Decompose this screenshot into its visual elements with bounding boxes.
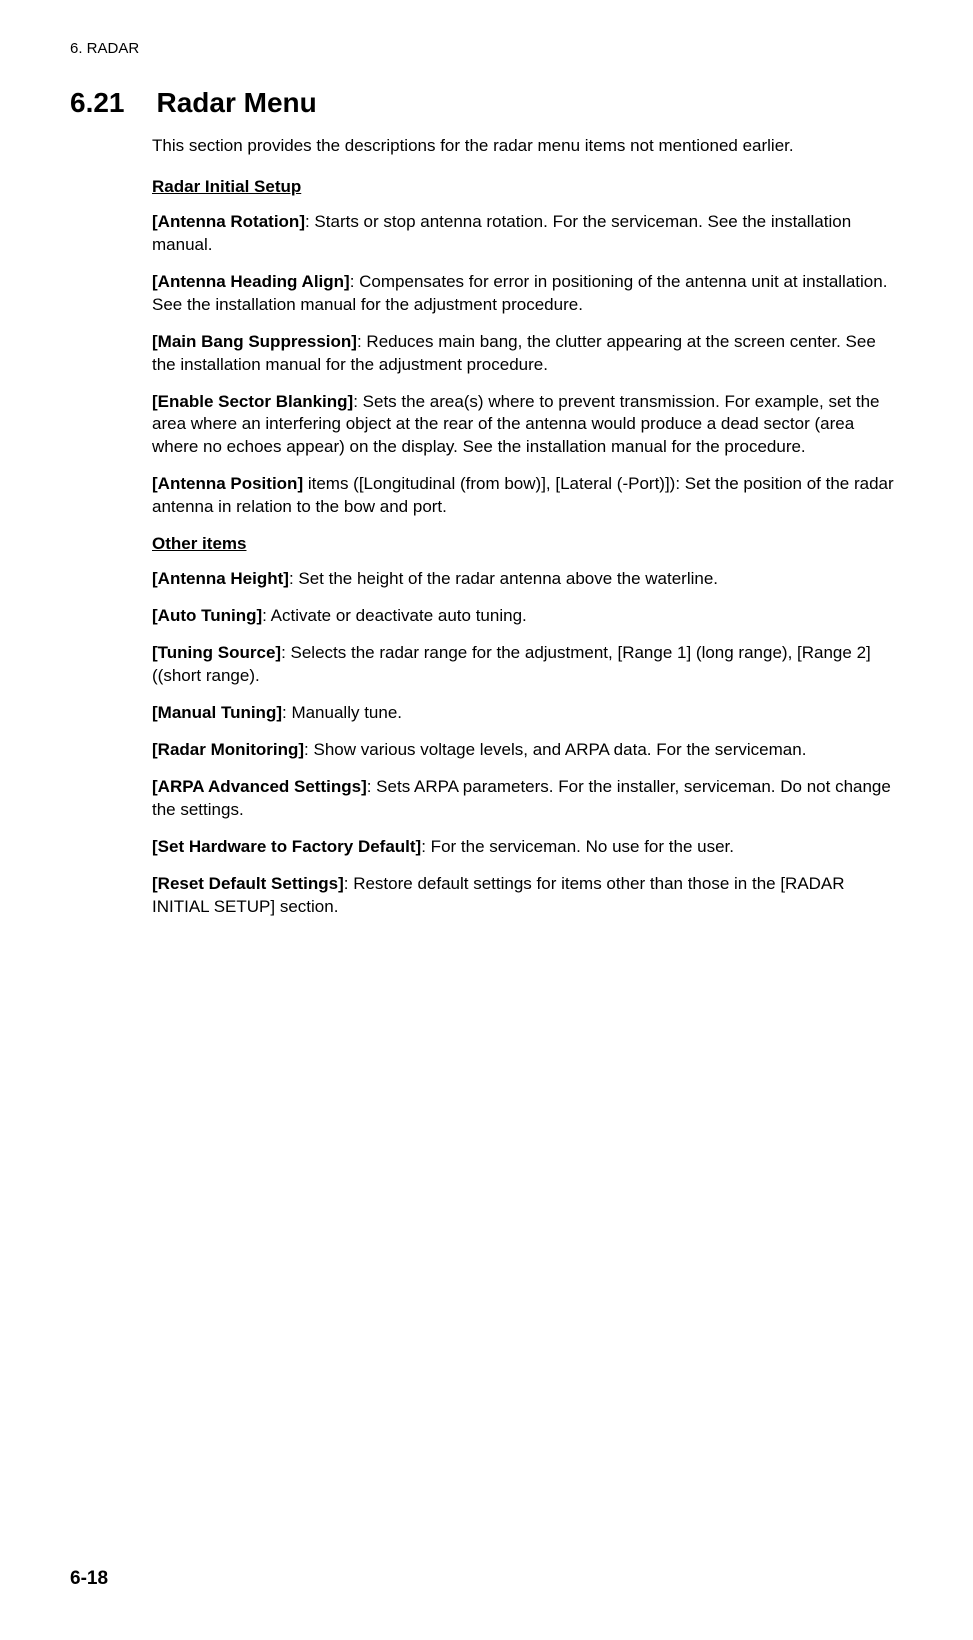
section-title: Radar Menu xyxy=(157,87,317,119)
section-heading: 6.21 Radar Menu xyxy=(70,87,903,119)
page-number: 6-18 xyxy=(70,1568,108,1590)
menu-item: [ARPA Advanced Settings]: Sets ARPA para… xyxy=(152,776,903,822)
item-text: : Activate or deactivate auto tuning. xyxy=(262,606,527,625)
item-label: [Manual Tuning] xyxy=(152,703,282,722)
menu-item: [Manual Tuning]: Manually tune. xyxy=(152,702,903,725)
item-text: : Show various voltage levels, and ARPA … xyxy=(304,740,806,759)
menu-item: [Antenna Rotation]: Starts or stop anten… xyxy=(152,211,903,257)
item-text: : Set the height of the radar antenna ab… xyxy=(289,569,718,588)
item-label: [Radar Monitoring] xyxy=(152,740,304,759)
item-label: [Auto Tuning] xyxy=(152,606,262,625)
item-label: [Antenna Position] xyxy=(152,474,303,493)
intro-text: This section provides the descriptions f… xyxy=(152,135,903,158)
menu-item: [Set Hardware to Factory Default]: For t… xyxy=(152,836,903,859)
menu-item: [Tuning Source]: Selects the radar range… xyxy=(152,642,903,688)
menu-item: [Antenna Position] items ([Longitudinal … xyxy=(152,473,903,519)
item-label: [Main Bang Suppression] xyxy=(152,332,357,351)
item-text: : Manually tune. xyxy=(282,703,402,722)
item-label: [ARPA Advanced Settings] xyxy=(152,777,367,796)
item-label: [Reset Default Settings] xyxy=(152,874,344,893)
item-label: [Set Hardware to Factory Default] xyxy=(152,837,421,856)
subsection-title-1: Radar Initial Setup xyxy=(152,176,903,199)
item-label: [Antenna Heading Align] xyxy=(152,272,350,291)
item-text: : For the serviceman. No use for the use… xyxy=(421,837,734,856)
menu-item: [Radar Monitoring]: Show various voltage… xyxy=(152,739,903,762)
menu-item: [Auto Tuning]: Activate or deactivate au… xyxy=(152,605,903,628)
menu-item: [Enable Sector Blanking]: Sets the area(… xyxy=(152,391,903,460)
menu-item: [Main Bang Suppression]: Reduces main ba… xyxy=(152,331,903,377)
item-label: [Enable Sector Blanking] xyxy=(152,392,353,411)
section-number: 6.21 xyxy=(70,87,125,119)
page-header: 6. RADAR xyxy=(70,40,903,57)
menu-item: [Reset Default Settings]: Restore defaul… xyxy=(152,873,903,919)
subsection-title-2: Other items xyxy=(152,533,903,556)
item-label: [Tuning Source] xyxy=(152,643,281,662)
item-label: [Antenna Rotation] xyxy=(152,212,305,231)
item-label: [Antenna Height] xyxy=(152,569,289,588)
menu-item: [Antenna Height]: Set the height of the … xyxy=(152,568,903,591)
body-content: This section provides the descriptions f… xyxy=(152,135,903,918)
menu-item: [Antenna Heading Align]: Compensates for… xyxy=(152,271,903,317)
